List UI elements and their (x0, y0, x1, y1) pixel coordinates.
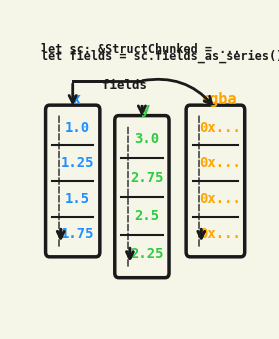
Text: 2.75: 2.75 (130, 171, 163, 184)
FancyBboxPatch shape (186, 105, 245, 257)
Text: 3.0: 3.0 (134, 133, 159, 146)
Text: 1.25: 1.25 (61, 156, 94, 170)
Text: 1.75: 1.75 (61, 227, 94, 241)
Text: 2.25: 2.25 (130, 247, 163, 261)
Text: 0x...: 0x... (199, 192, 241, 206)
Text: fields: fields (102, 79, 147, 92)
FancyBboxPatch shape (115, 116, 169, 278)
Text: y: y (141, 102, 150, 117)
Text: 0x...: 0x... (199, 156, 241, 170)
Text: x: x (71, 92, 81, 107)
Text: 1.0: 1.0 (65, 121, 90, 135)
Text: 2.5: 2.5 (134, 209, 159, 223)
Text: 1.5: 1.5 (65, 192, 90, 206)
Text: 0x...: 0x... (199, 121, 241, 135)
Text: rgba: rgba (200, 92, 237, 107)
Text: 0x...: 0x... (199, 227, 241, 241)
Text: let fields = sc.fields_as_series();: let fields = sc.fields_as_series(); (41, 50, 279, 63)
FancyBboxPatch shape (45, 105, 100, 257)
Text: let sc: &StructChunked = ...: let sc: &StructChunked = ... (41, 43, 241, 56)
